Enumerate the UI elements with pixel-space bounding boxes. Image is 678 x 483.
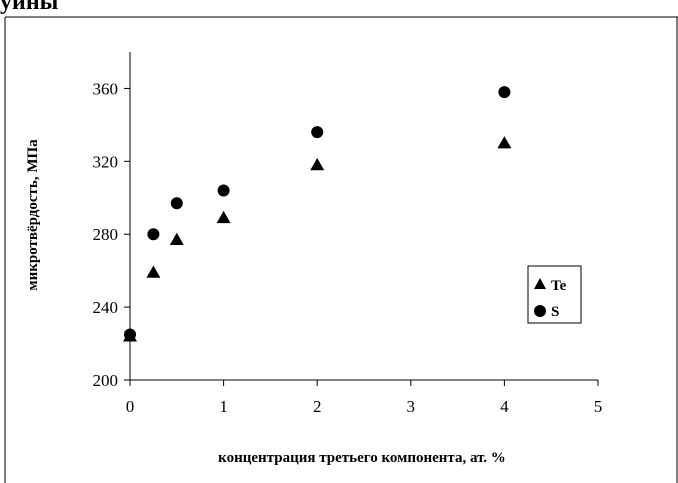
data-marks <box>123 86 512 342</box>
data-point-te <box>169 232 184 245</box>
y-tick-label: 320 <box>93 152 119 171</box>
legend-marker-te <box>534 278 546 289</box>
data-point-s <box>170 197 183 210</box>
y-axis-label: микротвёрдость, МПа <box>25 139 41 291</box>
data-point-s <box>311 126 324 139</box>
data-point-te <box>146 265 161 278</box>
y-tick-label: 280 <box>93 225 119 244</box>
legend-marker-s <box>534 305 546 317</box>
axes <box>129 52 598 381</box>
x-tick-label: 1 <box>219 397 228 416</box>
data-point-te <box>497 136 512 149</box>
y-tick-label: 200 <box>93 371 119 390</box>
data-point-s <box>217 184 230 197</box>
data-point-te <box>216 210 231 224</box>
x-tick-label: 3 <box>407 397 416 416</box>
tick-group: 200 240 280 320 360 0 1 2 3 4 5 <box>93 79 603 416</box>
data-point-s <box>124 328 136 341</box>
legend-label-s: S <box>551 304 559 320</box>
x-axis-label: концентрация третьего компонента, ат. % <box>218 450 506 466</box>
y-tick-label: 360 <box>93 79 119 98</box>
data-point-te <box>310 157 325 171</box>
x-tick-label: 0 <box>126 397 135 416</box>
x-tick-label: 5 <box>594 397 603 416</box>
y-tick-label: 240 <box>93 298 119 317</box>
header-text: уины <box>0 0 59 15</box>
legend: Te S <box>527 265 582 324</box>
data-point-s <box>147 228 160 241</box>
data-point-s <box>498 86 511 99</box>
x-tick-label: 2 <box>313 397 322 416</box>
x-tick-label: 4 <box>500 397 509 416</box>
legend-label-te: Te <box>551 278 567 294</box>
